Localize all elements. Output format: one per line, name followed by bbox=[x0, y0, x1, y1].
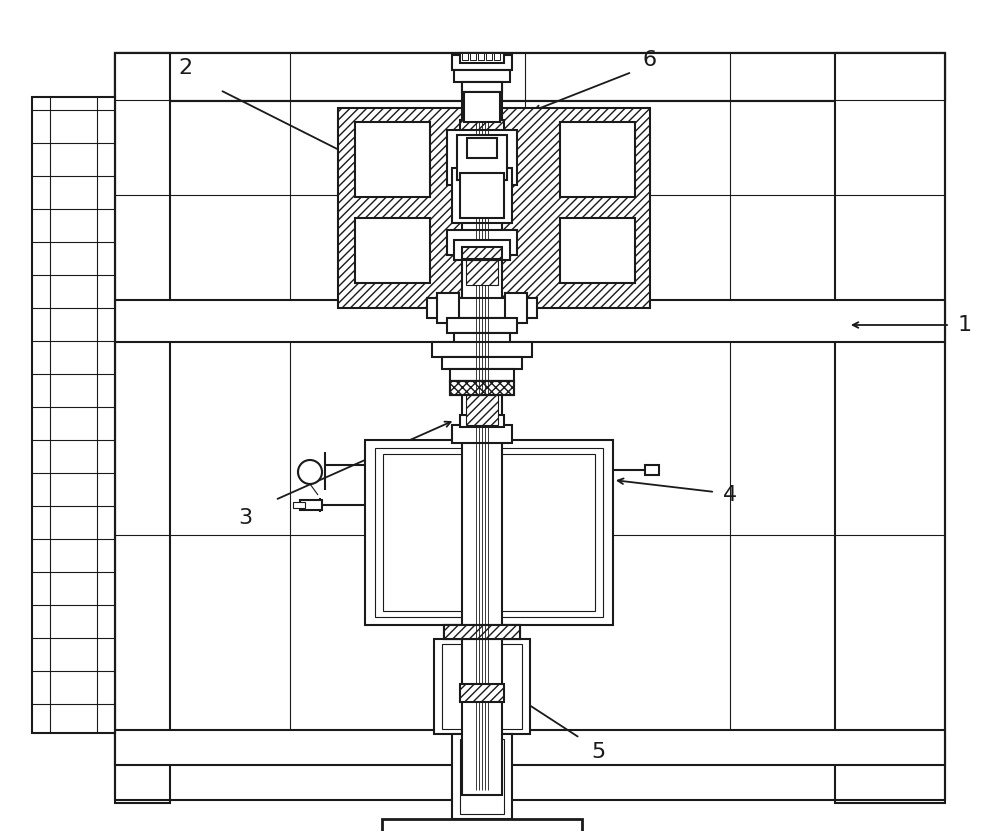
Bar bbox=[444, 625, 520, 639]
Text: 5: 5 bbox=[591, 742, 605, 762]
Bar bbox=[115, 730, 945, 765]
Bar bbox=[460, 173, 504, 218]
Bar bbox=[452, 168, 512, 223]
Bar bbox=[450, 381, 514, 395]
Text: 6: 6 bbox=[643, 50, 657, 70]
Bar bbox=[442, 644, 522, 729]
Bar bbox=[115, 53, 945, 101]
Bar bbox=[466, 260, 498, 285]
Bar bbox=[452, 425, 512, 443]
Bar bbox=[460, 53, 504, 63]
Bar bbox=[432, 342, 532, 357]
Bar bbox=[115, 300, 945, 342]
Circle shape bbox=[298, 460, 322, 484]
Bar bbox=[375, 448, 603, 617]
Bar bbox=[486, 53, 492, 60]
Bar bbox=[300, 500, 322, 510]
Text: 1: 1 bbox=[958, 315, 972, 335]
Bar bbox=[560, 122, 635, 197]
Bar bbox=[462, 55, 502, 795]
Bar bbox=[434, 639, 530, 734]
Bar bbox=[454, 240, 510, 260]
Bar bbox=[462, 53, 468, 60]
Bar bbox=[460, 415, 504, 427]
Bar bbox=[32, 97, 115, 733]
Bar bbox=[115, 53, 170, 803]
Bar bbox=[467, 138, 497, 158]
Bar bbox=[382, 819, 582, 831]
Bar bbox=[452, 734, 512, 819]
Bar bbox=[645, 465, 659, 475]
Bar bbox=[447, 230, 517, 255]
Bar bbox=[452, 55, 512, 70]
Text: 4: 4 bbox=[723, 485, 737, 505]
Bar bbox=[470, 53, 476, 60]
Bar bbox=[293, 502, 305, 508]
Bar bbox=[447, 318, 517, 333]
Bar bbox=[437, 293, 459, 323]
Bar bbox=[464, 92, 500, 122]
Text: 3: 3 bbox=[238, 508, 252, 528]
Bar bbox=[462, 82, 502, 92]
Bar bbox=[447, 130, 517, 185]
Bar bbox=[835, 53, 945, 803]
Bar bbox=[460, 120, 504, 138]
Text: 2: 2 bbox=[178, 58, 192, 78]
Bar bbox=[444, 625, 520, 639]
Bar bbox=[460, 684, 504, 702]
Bar bbox=[338, 108, 650, 308]
Bar bbox=[560, 218, 635, 283]
Bar bbox=[115, 53, 945, 101]
Bar bbox=[460, 739, 504, 814]
Bar bbox=[442, 357, 522, 369]
Bar bbox=[355, 218, 430, 283]
Bar bbox=[383, 454, 595, 611]
Bar bbox=[478, 53, 484, 60]
Bar bbox=[462, 247, 502, 259]
Bar bbox=[450, 381, 514, 395]
Bar bbox=[450, 369, 514, 381]
Bar bbox=[457, 135, 507, 180]
Bar bbox=[365, 440, 613, 625]
Bar bbox=[355, 122, 430, 197]
Bar bbox=[454, 333, 510, 348]
Bar bbox=[454, 70, 510, 82]
Bar bbox=[427, 298, 537, 318]
Bar bbox=[494, 53, 500, 60]
Bar bbox=[505, 293, 527, 323]
Bar bbox=[466, 395, 498, 425]
